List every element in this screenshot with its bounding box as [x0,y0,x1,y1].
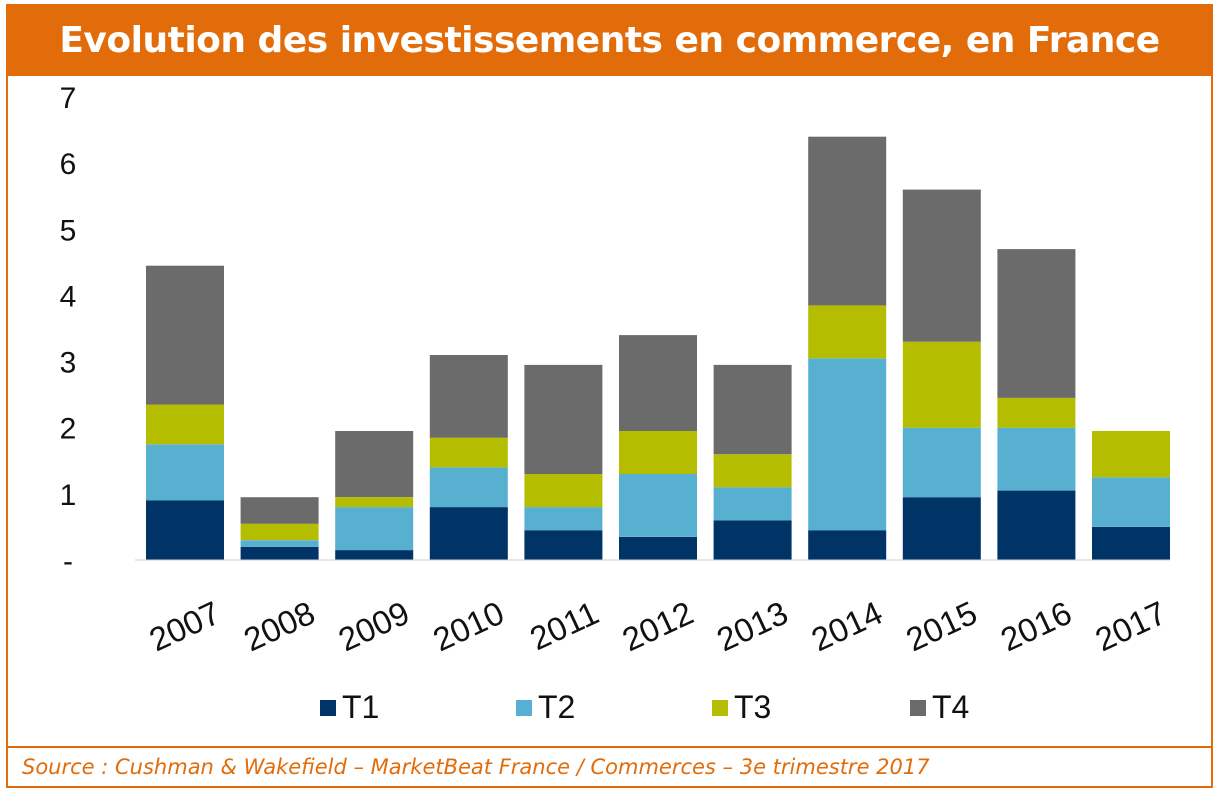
chart-title: Evolution des investissements en commerc… [8,6,1211,76]
bar-segment-t3-2009 [335,497,414,508]
y-tick-label: 6 [60,148,77,181]
bar-segment-t4-2009 [335,431,414,498]
legend-label-t4: T4 [932,689,969,725]
y-tick-label: 3 [60,347,77,380]
legend-swatch-t3 [712,700,728,716]
bar-segment-t2-2014 [808,358,887,531]
legend: T1 T2 T3 T4 [320,689,969,725]
bar-segment-t1-2016 [997,490,1076,561]
x-tick-label: 2013 [711,594,793,659]
bar-segment-t1-2015 [902,497,981,560]
bar-segment-t2-2012 [619,474,697,537]
bar-segment-t1-2014 [808,530,887,560]
bar-segment-t2-2010 [429,467,508,508]
bar-segment-t1-2011 [524,530,603,560]
bar-segment-t2-2011 [524,507,603,531]
x-tick-label: 2010 [427,594,509,659]
bar-segment-t3-2007 [146,404,224,445]
x-tick-label: 2016 [995,594,1077,659]
y-tick-label: 7 [60,82,77,115]
bar-segment-t1-2010 [429,507,508,560]
x-tick-label: 2011 [524,594,604,658]
x-tick-label: 2007 [144,594,226,659]
x-axis: 2007 2008 2009 2010 2011 2012 2013 2014 2015 2016… [144,594,1172,659]
x-tick-label: 2012 [617,594,699,659]
y-tick-label: 2 [60,413,77,446]
bar-segment-t1-2009 [335,550,414,560]
bars [146,136,1170,561]
bar-segment-t1-2012 [619,536,697,560]
y-tick-label: 4 [60,280,77,313]
bar-segment-t1-2008 [240,546,319,560]
legend-swatch-t4 [910,700,926,716]
bar-segment-t4-2012 [619,335,697,431]
legend-swatch-t2 [516,700,532,716]
y-tick-label: - [63,545,73,578]
x-tick-label: 2014 [806,594,888,659]
bar-segment-t4-2013 [713,364,792,455]
bar-segment-t3-2008 [240,523,319,541]
y-tick-label: 1 [60,479,77,512]
bar-segment-t4-2014 [808,136,887,306]
bar-segment-t2-2016 [997,427,1076,491]
bar-segment-t1-2007 [146,500,224,560]
legend-swatch-t1 [320,700,336,716]
bar-segment-t1-2013 [713,520,792,560]
bar-segment-t3-2010 [429,437,508,468]
bar-segment-t4-2007 [146,265,224,405]
bar-segment-t2-2009 [335,507,414,551]
bar-segment-t2-2015 [902,427,981,498]
x-tick-label: 2008 [238,594,320,659]
bar-segment-t3-2011 [524,474,603,508]
x-tick-label: 2015 [900,594,982,659]
bar-segment-t1-2017 [1092,526,1170,560]
bar-segment-t3-2016 [997,397,1076,428]
x-tick-label: 2017 [1090,594,1172,659]
legend-label-t1: T1 [342,689,379,725]
y-axis: - 1 2 3 4 5 6 7 [60,82,77,578]
legend-label-t3: T3 [734,689,771,725]
y-tick-label: 5 [60,214,77,247]
bar-segment-t2-2008 [240,540,319,547]
bar-segment-t3-2017 [1092,431,1170,478]
source-note: Source : Cushman & Wakefield – MarketBea… [8,746,1211,786]
bar-segment-t3-2012 [619,431,697,474]
bar-segment-t4-2011 [524,364,603,474]
bar-segment-t3-2014 [808,305,887,359]
bar-segment-t4-2015 [902,189,981,342]
legend-label-t2: T2 [538,689,575,725]
bar-segment-t3-2015 [902,341,981,428]
bar-segment-t4-2008 [240,497,319,524]
bar-segment-t4-2016 [997,249,1076,398]
bar-segment-t3-2013 [713,454,792,488]
bar-segment-t2-2013 [713,487,792,521]
bar-segment-t2-2017 [1092,477,1170,527]
bar-segment-t4-2010 [429,355,508,438]
x-tick-label: 2009 [333,594,415,659]
bar-segment-t2-2007 [146,444,224,501]
